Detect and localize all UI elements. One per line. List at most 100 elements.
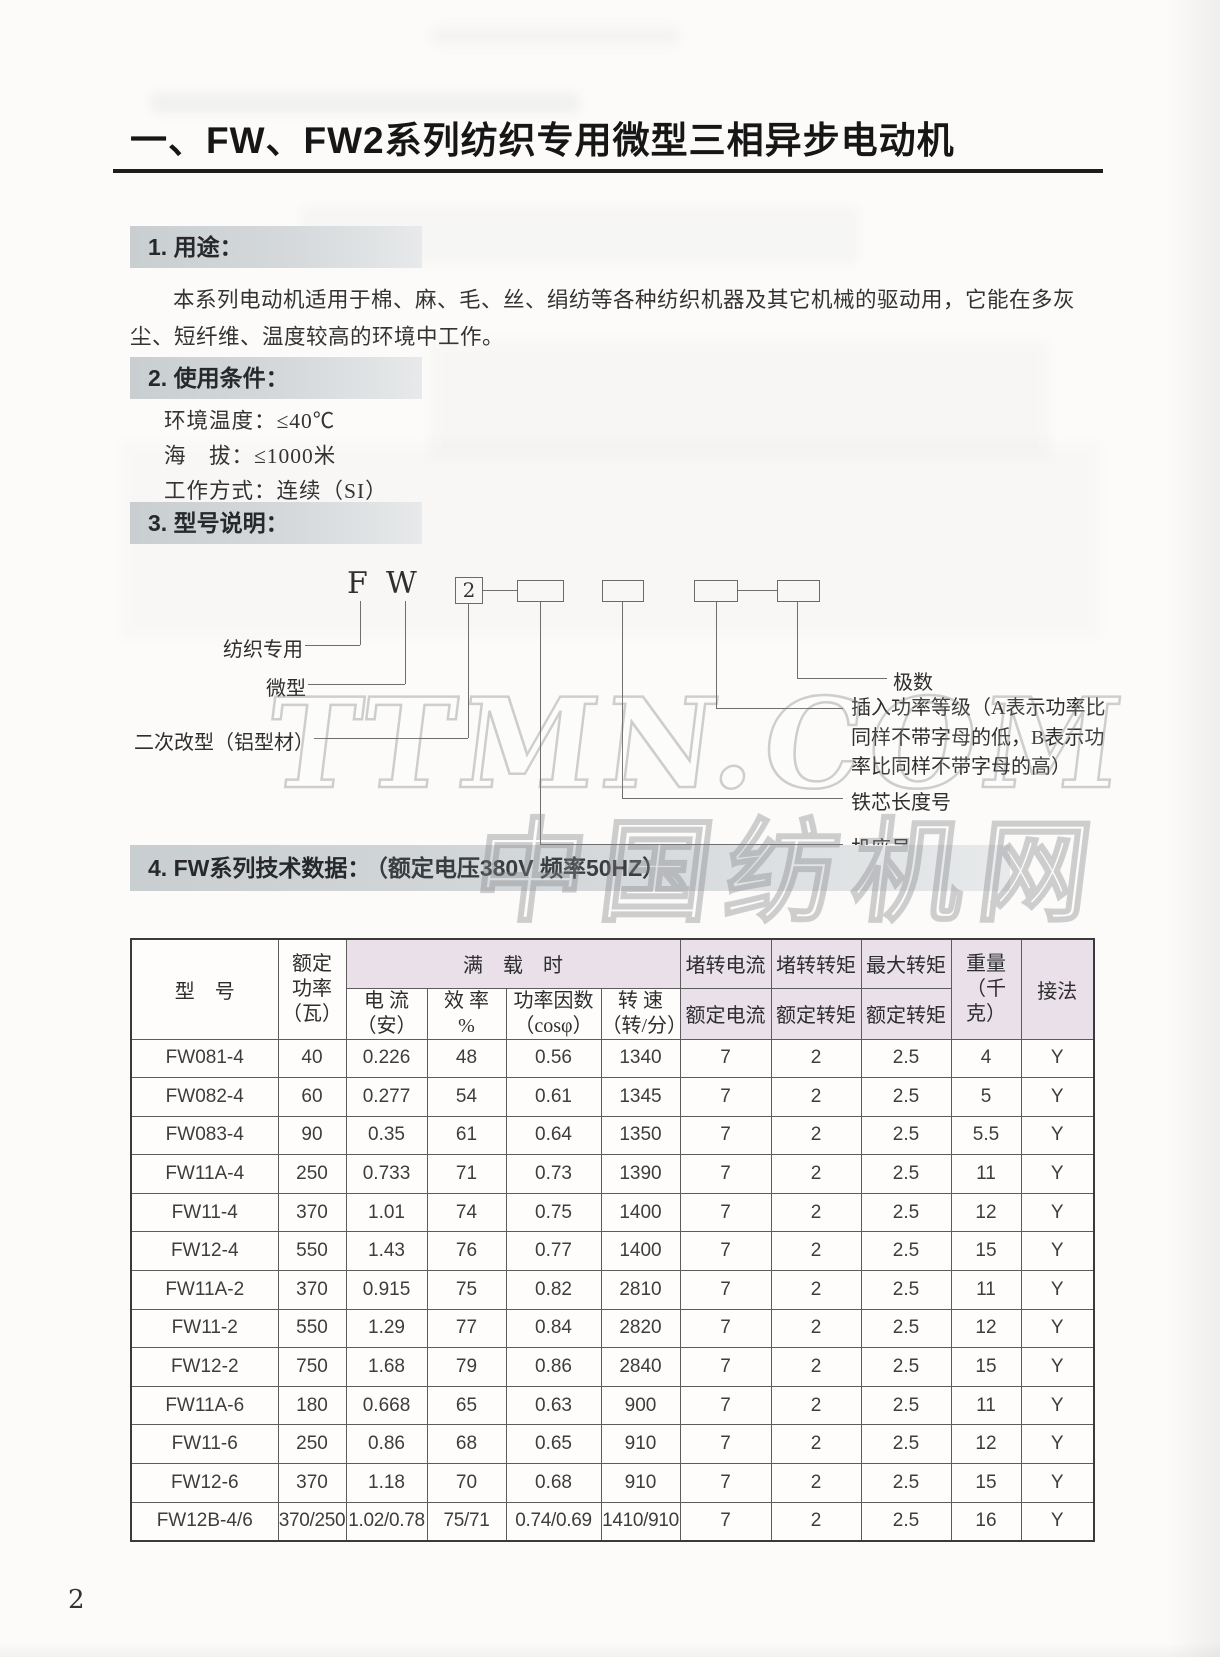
table-cell: 60 (277, 1077, 347, 1117)
table-cell: 0.61 (505, 1077, 602, 1117)
table-cell: 1350 (600, 1115, 681, 1156)
col-header-max-torque-bottom: 额定转矩 (860, 987, 952, 1040)
diagram-line (405, 601, 406, 684)
table-cell: 7 (679, 1501, 772, 1542)
diagram-line (622, 602, 623, 798)
col-header-current-line: 电 流 (364, 989, 409, 1012)
table-cell: Y (1020, 1231, 1095, 1272)
model-code-box-variant: 2 (455, 577, 483, 604)
table-cell: 2 (770, 1308, 862, 1349)
table-cell: 0.915 (345, 1270, 428, 1310)
table-row: FW082-4 60 0.277 54 0.61 1345 7 2 2.5 5 Y (130, 1077, 1095, 1117)
col-header-connection: 接法 (1020, 938, 1095, 1040)
table-cell: 7 (679, 1463, 772, 1503)
table-cell: 0.35 (345, 1115, 428, 1156)
col-header-weight: 重量 （千克） (950, 938, 1022, 1040)
table-cell: 0.77 (505, 1231, 602, 1272)
table-row: FW12-2 750 1.68 79 0.86 2840 7 2 2.5 15 Y (130, 1347, 1095, 1387)
table-cell: FW11A-4 (130, 1154, 279, 1194)
col-header-locked-torque-top: 堵转转矩 (770, 938, 862, 989)
table-cell: FW11-6 (130, 1424, 279, 1465)
bleedthrough-smudge (430, 340, 1050, 460)
table-cell: 0.733 (345, 1154, 428, 1194)
table-cell: FW12B-4/6 (130, 1501, 279, 1542)
table-cell: 12 (950, 1424, 1022, 1465)
table-cell: 0.63 (505, 1385, 602, 1426)
table-cell: 11 (950, 1385, 1022, 1426)
table-cell: Y (1020, 1347, 1095, 1387)
table-cell: 2.5 (860, 1463, 952, 1503)
table-cell: 1340 (600, 1038, 681, 1079)
table-cell: 75/71 (426, 1501, 507, 1542)
col-header-speed-line: （转/分） (601, 1014, 688, 1037)
section-heading-tech-data: 4. FW系列技术数据： （额定电压380V 频率50HZ） (130, 845, 1010, 891)
table-cell: 5 (950, 1077, 1022, 1117)
table-cell: 7 (679, 1347, 772, 1387)
table-cell: 11 (950, 1154, 1022, 1194)
table-cell: 1.43 (345, 1231, 428, 1272)
table-cell: 0.65 (505, 1424, 602, 1465)
table-cell: 12 (950, 1308, 1022, 1349)
table-row: FW11-4 370 1.01 74 0.75 1400 7 2 2.5 12 Y (130, 1192, 1095, 1233)
table-cell: 0.56 (505, 1038, 602, 1079)
condition-item-temperature: 环境温度：≤40℃ (164, 409, 336, 433)
model-code-box-power-grade (694, 580, 738, 602)
table-cell: 2 (770, 1385, 862, 1426)
table-cell: 1400 (600, 1192, 681, 1233)
table-cell: Y (1020, 1463, 1095, 1503)
table-cell: 75 (426, 1270, 507, 1310)
table-cell: 250 (277, 1154, 347, 1194)
diagram-line (797, 678, 887, 679)
table-cell: 370/250 (277, 1501, 347, 1542)
table-cell: 65 (426, 1385, 507, 1426)
table-cell: 1.29 (345, 1308, 428, 1349)
table-cell: 2.5 (860, 1231, 952, 1272)
table-row: FW11-6 250 0.86 68 0.65 910 7 2 2.5 12 Y (130, 1424, 1095, 1465)
table-cell: 1.01 (345, 1192, 428, 1233)
table-cell: 2.5 (860, 1424, 952, 1465)
diagram-line (468, 604, 469, 738)
bleedthrough-smudge (430, 26, 680, 46)
section-heading-conditions: 2. 使用条件： (130, 357, 422, 399)
table-cell: FW12-2 (130, 1347, 279, 1387)
table-cell: 7 (679, 1154, 772, 1194)
col-header-power-factor-line: （cosφ） (514, 1014, 593, 1037)
table-cell: Y (1020, 1038, 1095, 1079)
table-cell: FW11A-6 (130, 1385, 279, 1426)
condition-item-duty: 工作方式：连续（SI） (164, 479, 388, 503)
table-cell: 0.84 (505, 1308, 602, 1349)
section-heading-tech-data-note: （额定电压380V 频率50HZ） (376, 855, 666, 881)
table-cell: 68 (426, 1424, 507, 1465)
usage-paragraph: 本系列电动机适用于棉、麻、毛、丝、绢纺等各种纺织机器及其它机械的驱动用，它能在多… (130, 288, 1076, 349)
table-cell: 71 (426, 1154, 507, 1194)
table-cell: 1.18 (345, 1463, 428, 1503)
table-cell: 7 (679, 1192, 772, 1233)
table-cell: 0.277 (345, 1077, 428, 1117)
model-code-box-frame (517, 580, 564, 602)
table-cell: 7 (679, 1385, 772, 1426)
table-cell: 7 (679, 1231, 772, 1272)
table-cell: 370 (277, 1270, 347, 1310)
table-cell: FW12-4 (130, 1231, 279, 1272)
col-header-rated-power-line: 额定 (292, 952, 332, 975)
table-cell: 2.5 (860, 1077, 952, 1117)
table-cell: 5.5 (950, 1115, 1022, 1156)
table-cell: 910 (600, 1463, 681, 1503)
scan-bottom-shadow (0, 1643, 1220, 1657)
table-row: FW081-4 40 0.226 48 0.56 1340 7 2 2.5 4 Y (130, 1038, 1095, 1079)
title-underline (113, 169, 1103, 173)
model-code-letter-w: W (386, 566, 417, 601)
table-cell: 0.668 (345, 1385, 428, 1426)
table-cell: 2.5 (860, 1308, 952, 1349)
table-cell: 16 (950, 1501, 1022, 1542)
table-cell: 0.74/0.69 (505, 1501, 602, 1542)
table-cell: 7 (679, 1424, 772, 1465)
col-header-current: 电 流 （安） (345, 987, 428, 1040)
col-header-full-load: 满 载 时 (345, 938, 681, 989)
col-header-speed: 转 速 （转/分） (600, 987, 688, 1040)
table-cell: FW12-6 (130, 1463, 279, 1503)
table-cell: 4 (950, 1038, 1022, 1079)
table-cell: 550 (277, 1231, 347, 1272)
diagram-label-textile: 纺织专用 (223, 639, 303, 661)
table-cell: Y (1020, 1501, 1095, 1542)
